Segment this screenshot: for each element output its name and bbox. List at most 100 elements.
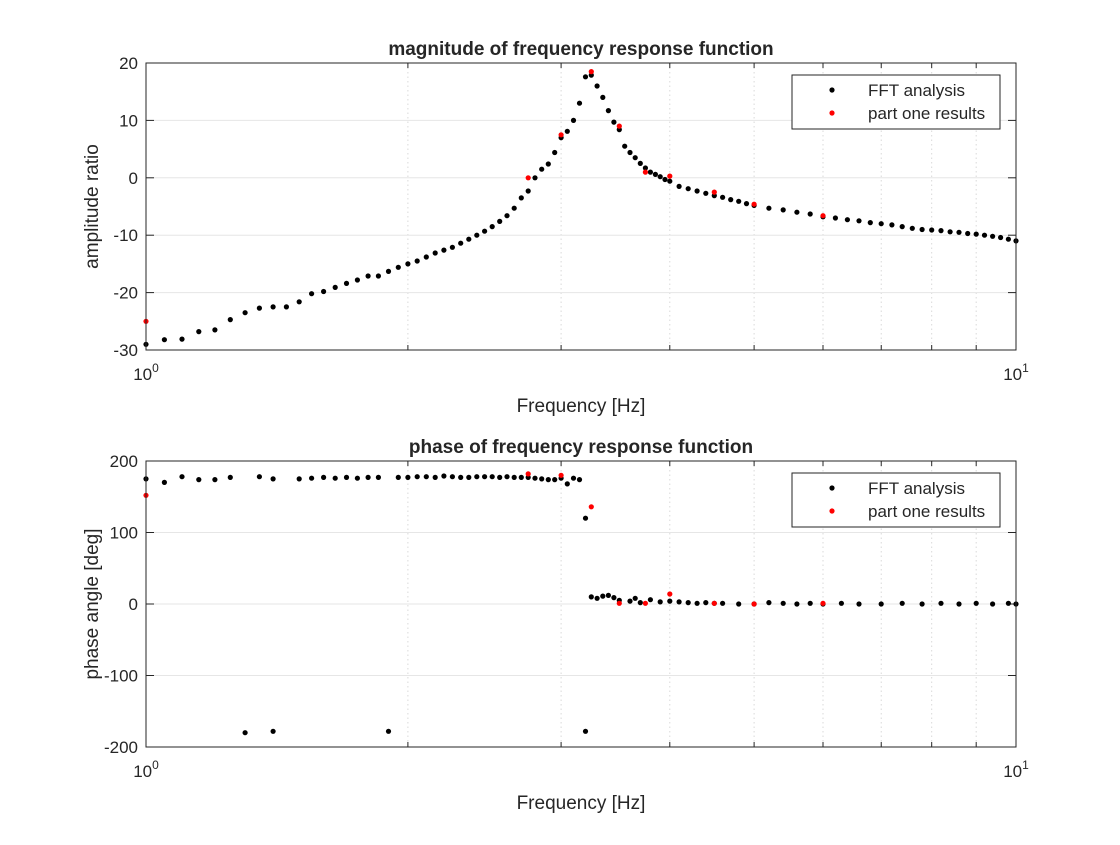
data-point [511,205,517,211]
data-point [365,273,371,279]
data-point [582,728,589,734]
data-point [780,600,786,606]
data-point [929,227,935,233]
data-point [564,128,570,134]
data-point [474,474,480,480]
series-1 [143,72,1019,347]
x-tick-label-exponent: 0 [152,361,159,375]
data-point [414,474,420,480]
data-point [622,143,628,149]
data-point [956,601,962,607]
y-tick-label: 0 [129,169,138,188]
data-point [594,83,600,89]
x-tick-label-exponent: 1 [1022,758,1029,772]
legend-box [791,74,1001,130]
data-point [736,198,742,204]
data-point [432,474,438,480]
x-tick-label-base: 10 [133,365,152,384]
data-point [582,515,589,521]
data-point [242,730,248,736]
data-point [270,476,276,482]
y-tick-label: 10 [119,111,138,130]
data-point [889,222,895,228]
y-tick-label: -30 [113,341,138,360]
data-point [820,600,826,606]
axes-box [145,460,1017,748]
data-point [588,504,594,510]
data-point [594,595,600,601]
legend-marker [829,508,835,514]
data-point [956,229,962,235]
data-point [909,225,915,231]
data-point [637,160,643,166]
data-point [667,591,673,597]
data-point [525,471,531,477]
data-point [878,221,884,227]
data-point [441,247,447,253]
legend-entry: part one results [868,104,985,123]
data-point [588,594,594,600]
data-point [878,601,884,607]
x-axis-label: Frequency [Hz] [517,396,646,417]
data-point [766,600,772,606]
y-tick-label: 20 [119,54,138,73]
data-point [497,218,503,224]
data-point [270,304,276,310]
data-point [385,728,392,734]
x-tick-label-base: 10 [1003,762,1022,781]
x-tick-label-base: 10 [1003,365,1022,384]
data-point [694,188,700,194]
data-point [973,600,979,606]
data-point [489,224,495,230]
data-point [919,601,925,607]
data-point [511,474,517,480]
data-point [564,481,570,487]
y-axis-label: phase angle [deg] [82,528,103,679]
x-tick-label-exponent: 1 [1022,361,1029,375]
data-point [532,175,538,181]
x-tick-label-base: 10 [133,762,152,781]
data-point [458,474,464,480]
data-point [642,165,649,171]
data-point [518,195,524,201]
data-point [938,228,944,234]
data-point [642,600,649,606]
data-point [632,155,638,161]
data-point [482,228,488,234]
data-point [525,188,531,194]
data-point [395,264,401,270]
data-point [576,477,583,483]
data-point [794,209,800,215]
data-point [662,176,668,183]
data-point [807,211,813,217]
y-tick-label: -20 [113,284,138,303]
data-point [981,232,988,238]
data-point [489,474,495,480]
data-point [807,600,813,606]
data-point [919,226,925,233]
data-point [582,74,589,80]
data-point [405,474,411,480]
data-point [605,592,612,599]
data-point [832,215,839,221]
y-tick-label: 200 [110,452,138,471]
legend-marker [829,87,835,93]
data-point [990,601,996,607]
data-point [627,149,633,156]
data-point [642,169,649,175]
data-point [227,317,233,323]
data-point [552,477,558,483]
data-point [711,600,717,606]
x-tick-label: 100 [133,361,159,384]
data-point [532,475,538,481]
y-tick-label: 0 [129,595,138,614]
legend-entry: part one results [868,502,985,521]
legend: FFT analysis part one results [791,472,1001,528]
series-2 [143,471,826,607]
data-point [685,186,691,192]
data-point [647,597,654,603]
data-point [694,600,700,606]
data-point [414,258,420,264]
data-point [458,240,464,246]
data-point [711,189,717,195]
